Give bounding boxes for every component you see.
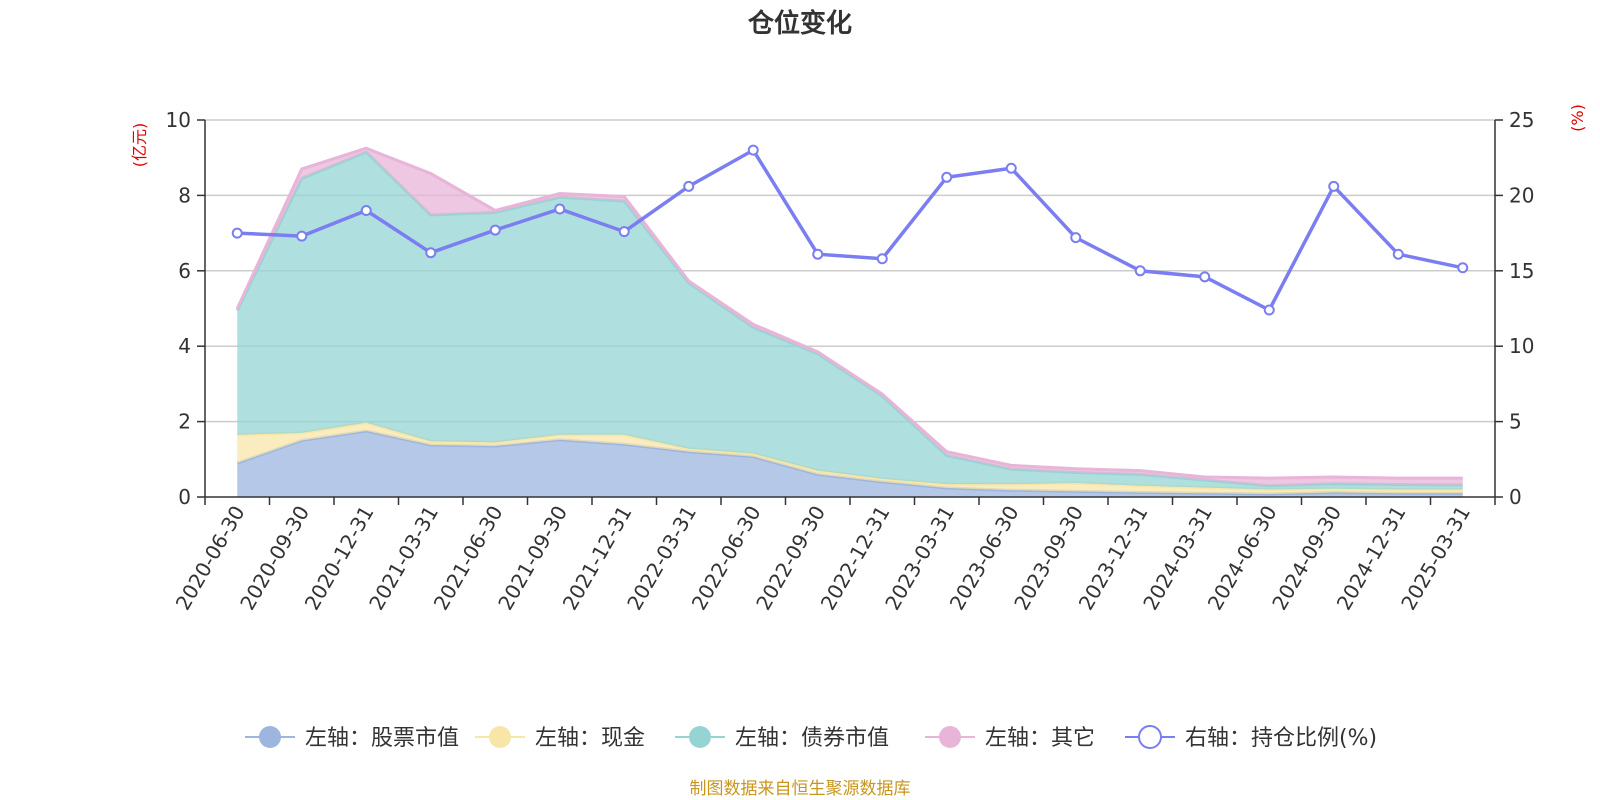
line-point[interactable] (360, 204, 372, 216)
line-point[interactable] (1134, 265, 1146, 277)
right-tick-label: 25 (1509, 108, 1534, 132)
line-point[interactable] (747, 144, 759, 156)
line-point[interactable] (1328, 180, 1340, 192)
x-tick-label: 2025-03-31 (1396, 502, 1475, 615)
left-tick-label: 10 (166, 108, 191, 132)
legend-label: 左轴：现金 (535, 726, 645, 751)
right-tick-label: 10 (1509, 334, 1534, 358)
line-point[interactable] (296, 230, 308, 242)
line-point[interactable] (1457, 262, 1469, 274)
line-point[interactable] (1070, 232, 1082, 244)
legend-marker (689, 726, 711, 748)
line-point[interactable] (1263, 304, 1275, 316)
area-左轴：现金 (237, 422, 1463, 494)
right-axis-unit: (%) (1568, 104, 1587, 132)
left-tick-label: 8 (178, 183, 191, 207)
area-左轴：债券市值 (237, 152, 1463, 490)
area-左轴：股票市值 (237, 431, 1463, 497)
legend: 左轴：股票市值 左轴：现金 左轴：债券市值 左轴：其它 右轴：持仓比例(%) (245, 725, 1377, 751)
line-point[interactable] (489, 224, 501, 236)
left-tick-label: 6 (178, 259, 191, 283)
right-tick-label: 20 (1509, 183, 1534, 207)
right-tick-label: 0 (1509, 485, 1522, 509)
legend-item[interactable]: 左轴：现金 (475, 726, 645, 751)
right-tick-label: 15 (1509, 259, 1534, 283)
line-point[interactable] (425, 247, 437, 259)
line-point[interactable] (1199, 271, 1211, 283)
line-point[interactable] (683, 180, 695, 192)
source-note: 制图数据来自恒生聚源数据库 (690, 779, 911, 799)
line-point[interactable] (876, 253, 888, 265)
line-point[interactable] (941, 171, 953, 183)
legend-marker (489, 726, 511, 748)
legend-item[interactable]: 右轴：持仓比例(%) (1125, 725, 1377, 751)
line-point[interactable] (618, 226, 630, 238)
right-tick-label: 5 (1509, 410, 1522, 434)
left-axis-unit: (亿元) (130, 123, 149, 168)
legend-marker (259, 726, 281, 748)
left-tick-label: 4 (178, 334, 191, 358)
legend-marker (939, 726, 961, 748)
left-tick-label: 2 (178, 410, 191, 434)
line-series (231, 144, 1469, 316)
line-point[interactable] (231, 227, 243, 239)
legend-marker (1138, 725, 1162, 749)
legend-item[interactable]: 左轴：债券市值 (675, 726, 889, 751)
areas (235, 146, 1463, 497)
line-point[interactable] (554, 203, 566, 215)
line-point[interactable] (812, 248, 824, 260)
area-edge-左轴：其它 (235, 146, 1463, 480)
legend-item[interactable]: 左轴：其它 (925, 726, 1095, 751)
left-tick-label: 0 (178, 485, 191, 509)
legend-label: 左轴：其它 (985, 726, 1095, 751)
legend-item[interactable]: 左轴：股票市值 (245, 726, 459, 751)
legend-label: 左轴：债券市值 (735, 726, 889, 751)
line-point[interactable] (1392, 248, 1404, 260)
legend-label: 左轴：股票市值 (305, 726, 459, 751)
chart-title: 仓位变化 (747, 8, 852, 39)
legend-label: 右轴：持仓比例(%) (1185, 726, 1377, 751)
line-path (237, 147, 1464, 313)
line-point[interactable] (1005, 162, 1017, 174)
